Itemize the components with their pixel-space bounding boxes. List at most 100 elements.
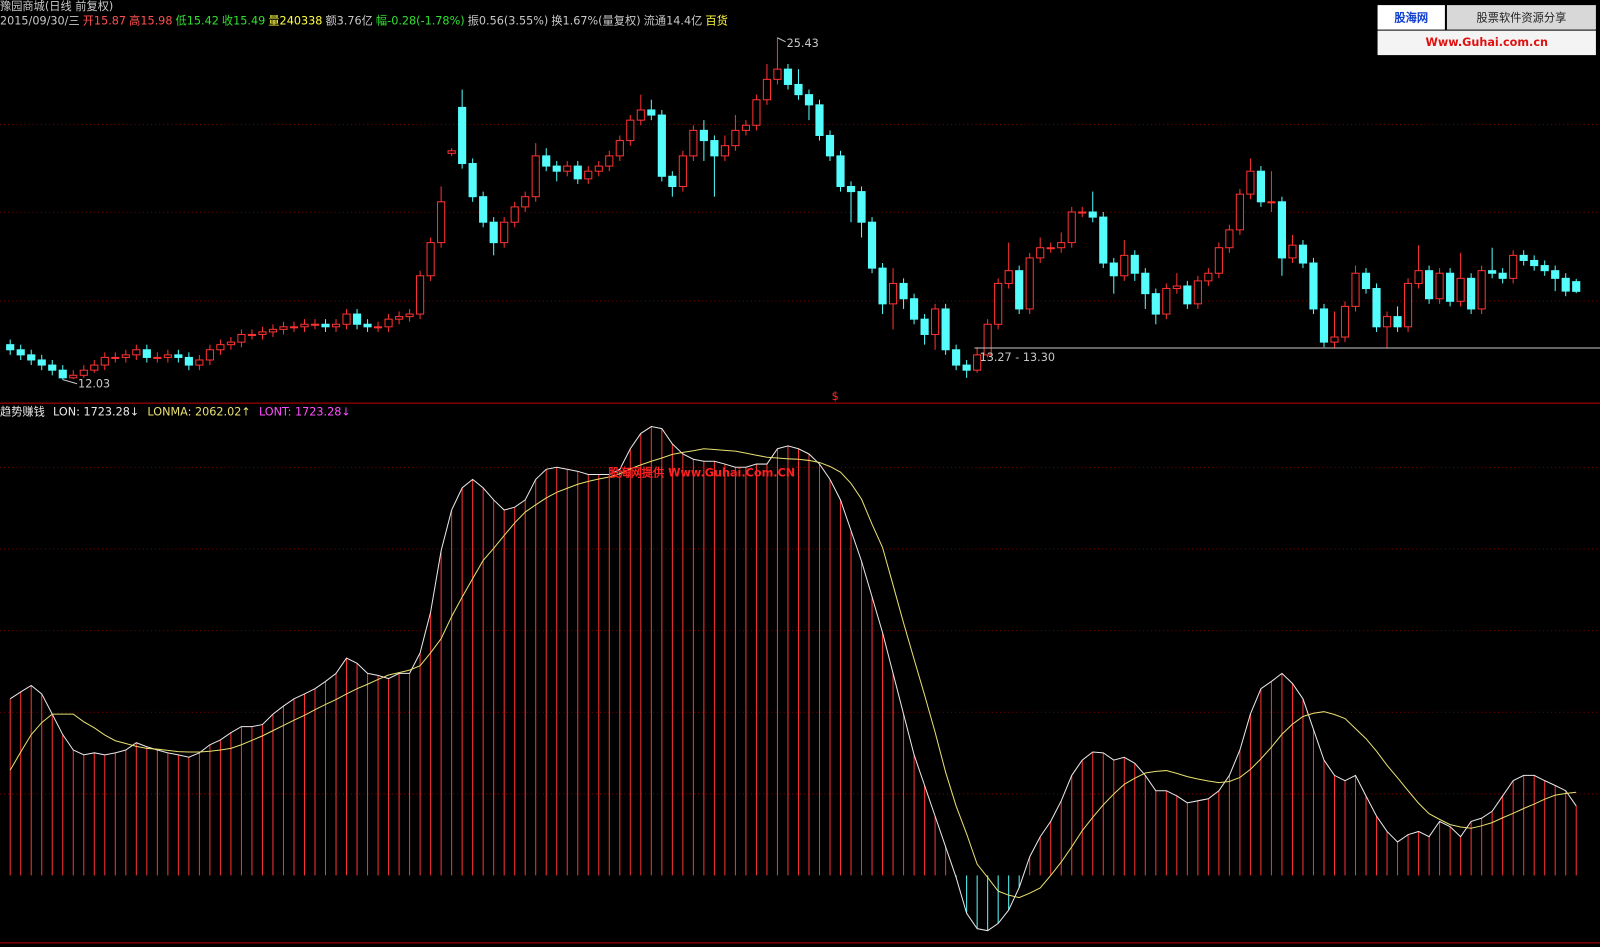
candle-body	[815, 104, 824, 136]
logo: 股海网 股票软件资源分享 Www.Guhai.com.cn	[1377, 5, 1596, 56]
candle-body	[783, 68, 793, 85]
candle-body	[573, 165, 582, 180]
annotation-leader	[777, 37, 786, 43]
candle-body	[489, 221, 498, 244]
candle-body	[279, 326, 288, 330]
candle-body	[794, 83, 803, 96]
candle-body	[479, 196, 488, 223]
candle-body	[1572, 281, 1581, 292]
candle-body	[857, 191, 866, 223]
candle-body	[1340, 305, 1350, 338]
candle-body	[342, 313, 351, 325]
candle-body	[1267, 201, 1276, 204]
candle-body	[1330, 336, 1339, 343]
candle-body	[384, 318, 393, 328]
candle-body	[720, 145, 729, 157]
candle-body	[1509, 254, 1518, 279]
candle-body	[1046, 247, 1055, 250]
candle-body	[1141, 272, 1150, 295]
indicator-bars	[9, 426, 1577, 931]
candle-body	[762, 78, 772, 101]
candle-body	[1351, 272, 1360, 307]
candle-body	[1246, 170, 1255, 195]
candle-body	[983, 323, 992, 356]
logo-slogan: 股票软件资源分享	[1477, 10, 1567, 24]
candle-body	[1172, 285, 1181, 290]
candle-body	[899, 282, 908, 300]
info-item: 收15.49	[222, 13, 265, 27]
candle-body	[1162, 288, 1171, 315]
candle-body	[1057, 242, 1066, 249]
candle-body	[1382, 316, 1392, 328]
candle-body	[1004, 270, 1013, 284]
candle-body	[289, 326, 299, 329]
candle-body	[689, 129, 698, 157]
candle-body	[226, 341, 236, 346]
candle-body	[1015, 270, 1024, 310]
candle-body	[804, 94, 814, 106]
candle-body	[1183, 285, 1192, 305]
candle-body	[1120, 254, 1129, 277]
candle-body	[1393, 316, 1402, 328]
candle-body	[27, 354, 36, 361]
candle-body	[1530, 259, 1539, 267]
candle-body	[1403, 282, 1413, 328]
candle-body	[1225, 229, 1234, 249]
candle-body	[657, 114, 666, 177]
candle-body	[973, 354, 982, 371]
candle-body	[521, 196, 530, 208]
candle-body	[90, 364, 99, 371]
indicator-legend: 趋势赚钱 LON: 1723.28↓ LONMA: 2062.02↑ LONT: 17…	[0, 404, 351, 418]
candle-body	[153, 356, 162, 359]
candle-body	[647, 109, 656, 116]
candle-body	[1151, 293, 1160, 315]
candle-body	[174, 354, 183, 358]
candle-body	[1498, 272, 1507, 279]
info-item: 额3.76亿	[325, 14, 372, 27]
candle-body	[37, 359, 46, 366]
candle-body	[1204, 272, 1213, 282]
indicator-title: 趋势赚钱	[0, 404, 45, 418]
candle-body	[1319, 308, 1329, 343]
candle-body	[615, 140, 624, 157]
stock-title: 豫园商城(日线 前复权)	[0, 0, 113, 13]
candle-body	[1078, 211, 1087, 214]
legend-entry: LONT: 1723.28↓	[259, 405, 351, 418]
candle-body	[1193, 280, 1202, 305]
candle-body	[1446, 272, 1455, 302]
candle-body	[531, 155, 540, 198]
candle-body	[1025, 257, 1034, 310]
candle-body	[447, 150, 456, 154]
candle-body	[1130, 254, 1139, 274]
candle-body	[247, 333, 257, 336]
candle-body	[100, 356, 109, 366]
candle-body	[205, 349, 214, 361]
candle-body	[1256, 170, 1265, 203]
candle-body	[184, 356, 193, 366]
candle-body	[58, 369, 67, 379]
candle-body	[920, 318, 929, 335]
candle-body	[1288, 244, 1297, 259]
candle-body	[142, 349, 151, 358]
candle-body	[542, 155, 551, 167]
candle-body	[258, 331, 267, 335]
candle-body	[1309, 262, 1318, 310]
candle-body	[500, 221, 509, 244]
candle-body	[458, 106, 467, 165]
candle-body	[1519, 254, 1528, 261]
legend-entry: LON: 1723.28↓	[53, 405, 139, 418]
candle-body	[1099, 216, 1108, 264]
candle-body	[1477, 270, 1486, 310]
candle-body	[1214, 247, 1223, 274]
candle-body	[321, 323, 330, 328]
logo-box	[1377, 30, 1596, 56]
candle-body	[931, 308, 940, 335]
high-label: 25.43	[787, 37, 819, 50]
candles	[6, 37, 1581, 380]
candle-body	[878, 267, 887, 305]
candle-body	[626, 119, 635, 142]
info-item: 换1.67%(量复权)	[551, 13, 640, 27]
candle-body	[699, 129, 708, 142]
